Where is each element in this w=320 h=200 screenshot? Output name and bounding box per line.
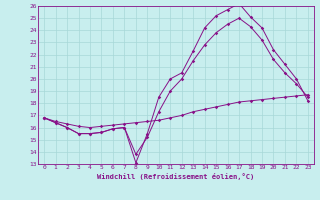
X-axis label: Windchill (Refroidissement éolien,°C): Windchill (Refroidissement éolien,°C) xyxy=(97,173,255,180)
